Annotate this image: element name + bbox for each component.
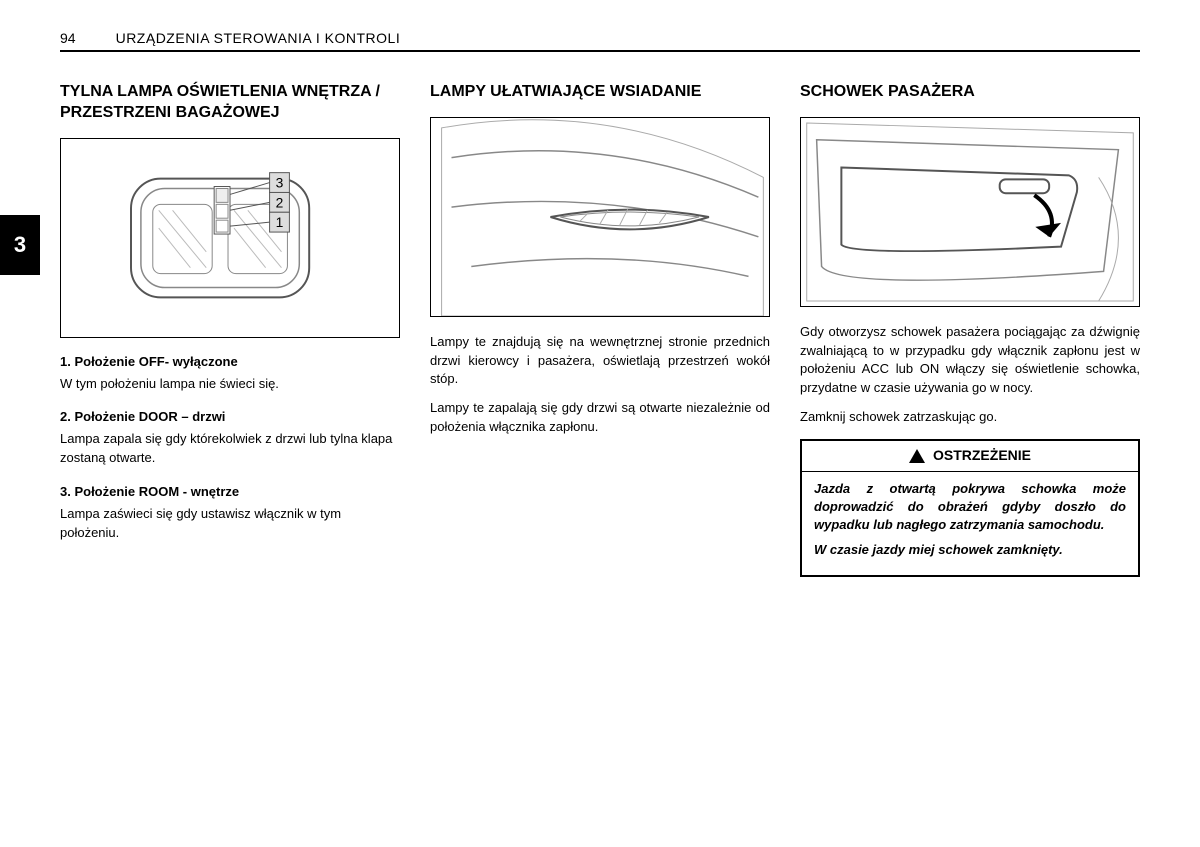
page-number: 94 bbox=[60, 30, 76, 46]
chapter-tab: 3 bbox=[0, 215, 40, 275]
section-title-2: LAMPY UŁATWIAJĄCE WSIADANIE bbox=[430, 82, 770, 103]
item3-text: Lampa zaświeci się gdy ustawisz włącznik… bbox=[60, 505, 400, 543]
figure-door-lamp bbox=[430, 117, 770, 317]
figure-rear-lamp: 3 2 1 bbox=[60, 138, 400, 338]
manual-page: 3 94 URZĄDZENIA STEROWANIA I KONTROLI TY… bbox=[0, 0, 1200, 847]
chapter-tab-number: 3 bbox=[14, 232, 26, 258]
column-1: TYLNA LAMPA OŚWIETLENIA WNĘTRZA / PRZEST… bbox=[60, 82, 400, 577]
item2-text: Lampa zapala się gdy którekolwiek z drzw… bbox=[60, 430, 400, 468]
item1-heading: 1. Położenie OFF- wyłączone bbox=[60, 354, 400, 369]
warning-icon bbox=[909, 449, 925, 463]
column-2: LAMPY UŁATWIAJĄCE WSIADANIE bbox=[430, 82, 770, 577]
warning-p1: Jazda z otwartą pokrywa schowka może dop… bbox=[814, 480, 1126, 535]
warning-title: OSTRZEŻENIE bbox=[933, 447, 1031, 463]
rear-lamp-illustration: 3 2 1 bbox=[61, 139, 399, 337]
figure-glovebox bbox=[800, 117, 1140, 307]
fig1-label-2: 2 bbox=[276, 194, 284, 210]
col3-p2: Zamknij schowek zatrzaskując go. bbox=[800, 408, 1140, 427]
col3-p1: Gdy otworzysz schowek pasażera pociągają… bbox=[800, 323, 1140, 398]
item3-heading: 3. Położenie ROOM - wnętrze bbox=[60, 484, 400, 499]
column-3: SCHOWEK PASAŻERA Gdy otworzysz schowek p… bbox=[800, 82, 1140, 577]
section-title-1: TYLNA LAMPA OŚWIETLENIA WNĘTRZA / PRZEST… bbox=[60, 82, 400, 124]
item2-heading: 2. Położenie DOOR – drzwi bbox=[60, 409, 400, 424]
fig1-label-1: 1 bbox=[276, 214, 284, 230]
warning-p2: W czasie jazdy miej schowek zamknięty. bbox=[814, 541, 1126, 559]
warning-header: OSTRZEŻENIE bbox=[802, 441, 1138, 472]
page-header: 94 URZĄDZENIA STEROWANIA I KONTROLI bbox=[60, 30, 1140, 52]
section-title-3: SCHOWEK PASAŻERA bbox=[800, 82, 1140, 103]
col2-p2: Lampy te zapalają się gdy drzwi są otwar… bbox=[430, 399, 770, 437]
glovebox-illustration bbox=[801, 118, 1139, 306]
warning-box: OSTRZEŻENIE Jazda z otwartą pokrywa scho… bbox=[800, 439, 1140, 577]
door-lamp-illustration bbox=[431, 118, 769, 316]
fig1-label-3: 3 bbox=[276, 174, 284, 190]
item1-text: W tym położeniu lampa nie świeci się. bbox=[60, 375, 400, 394]
warning-body: Jazda z otwartą pokrywa schowka może dop… bbox=[802, 472, 1138, 575]
chapter-title: URZĄDZENIA STEROWANIA I KONTROLI bbox=[116, 30, 401, 46]
content-columns: TYLNA LAMPA OŚWIETLENIA WNĘTRZA / PRZEST… bbox=[60, 82, 1140, 577]
col2-p1: Lampy te znajdują się na wewnętrznej str… bbox=[430, 333, 770, 390]
